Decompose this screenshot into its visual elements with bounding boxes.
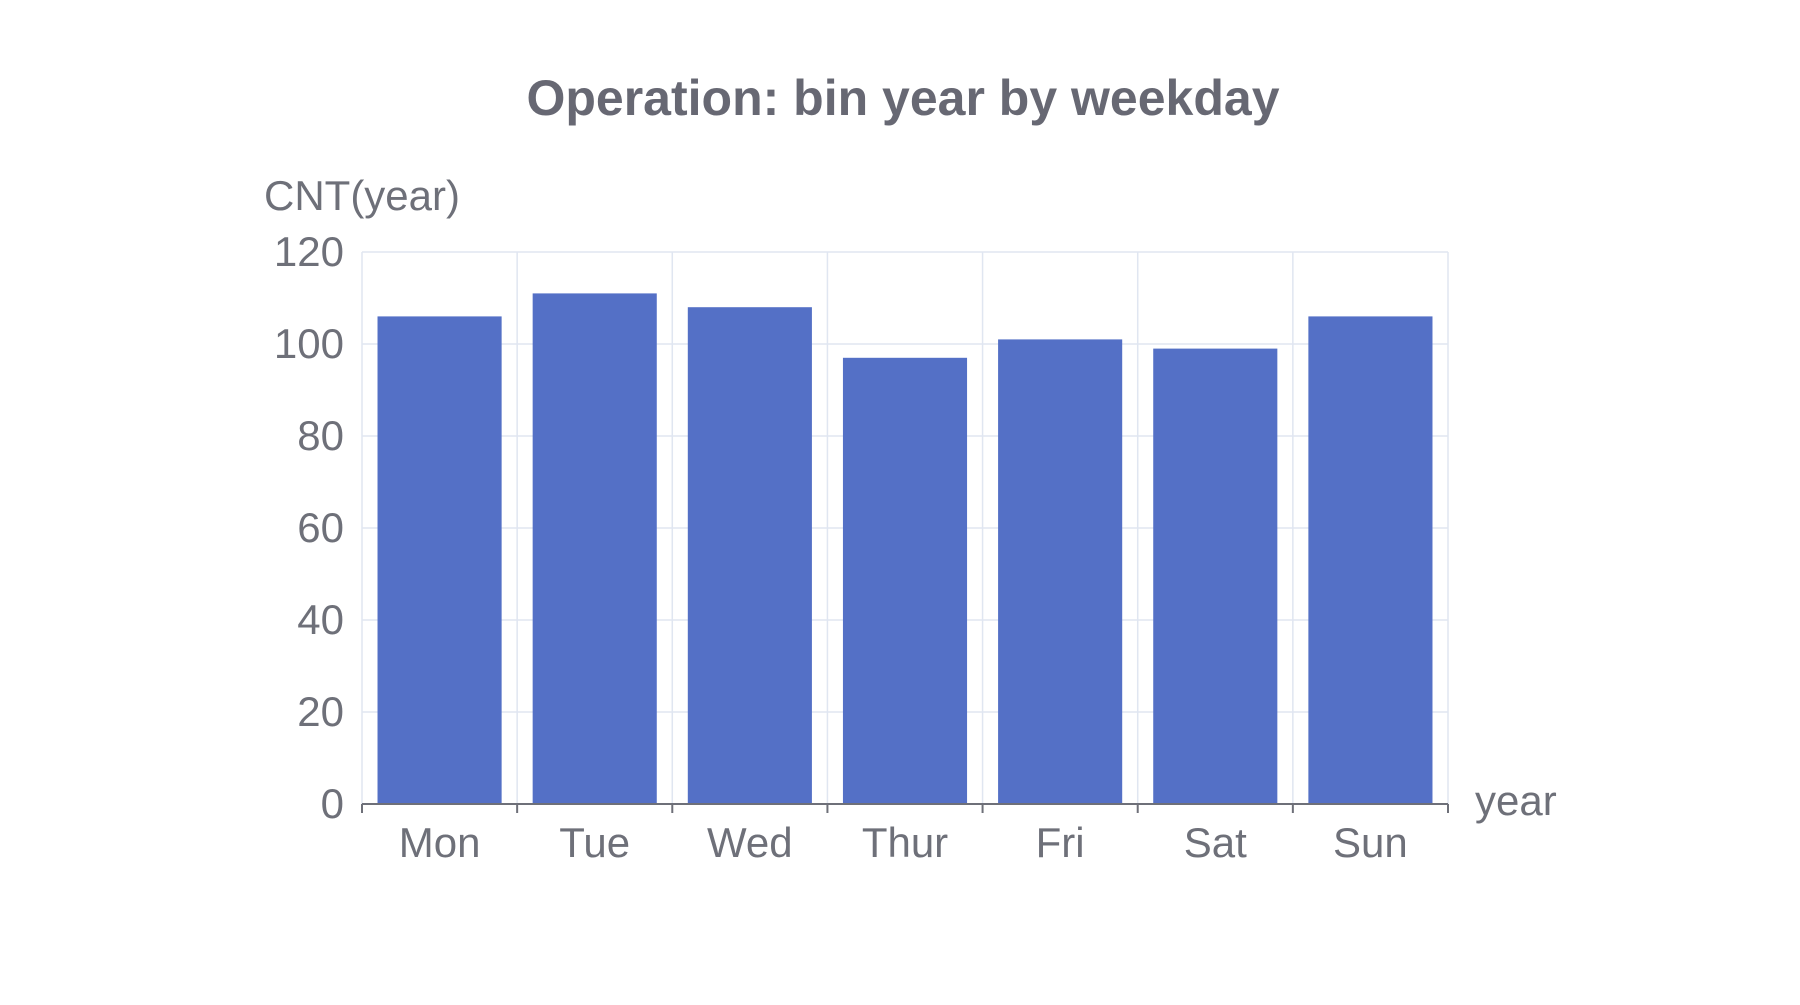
bar-sun <box>1308 316 1433 804</box>
y-tick-label: 0 <box>321 780 344 827</box>
bar-tue <box>532 293 657 804</box>
y-axis-label: CNT(year) <box>264 172 460 219</box>
y-tick-label: 20 <box>297 688 344 735</box>
x-tick-label: Sun <box>1333 819 1408 866</box>
y-tick-label: 60 <box>297 504 344 551</box>
x-tick-label: Wed <box>707 819 793 866</box>
y-tick-label: 80 <box>297 412 344 459</box>
x-tick-label: Tue <box>559 819 630 866</box>
y-tick-label: 40 <box>297 596 344 643</box>
bar-sat <box>1153 348 1278 804</box>
bar-fri <box>998 339 1123 804</box>
bar-thur <box>842 357 968 804</box>
x-tick-label: Fri <box>1036 819 1085 866</box>
bar-mon <box>377 316 502 804</box>
x-tick-label: Sat <box>1184 819 1247 866</box>
bar-series <box>377 293 1433 804</box>
y-tick-label: 120 <box>274 228 344 275</box>
x-axis-label: year <box>1475 777 1557 824</box>
bar-wed <box>687 307 812 804</box>
y-tick-labels: 0 20 40 60 80 100 120 <box>274 228 344 827</box>
x-tick-labels: Mon Tue Wed Thur Fri Sat Sun <box>399 819 1408 866</box>
axes <box>361 803 1449 813</box>
x-tick-label: Thur <box>862 819 948 866</box>
chart-title: Operation: bin year by weekday <box>526 70 1279 126</box>
y-tick-label: 100 <box>274 320 344 367</box>
x-tick-label: Mon <box>399 819 481 866</box>
